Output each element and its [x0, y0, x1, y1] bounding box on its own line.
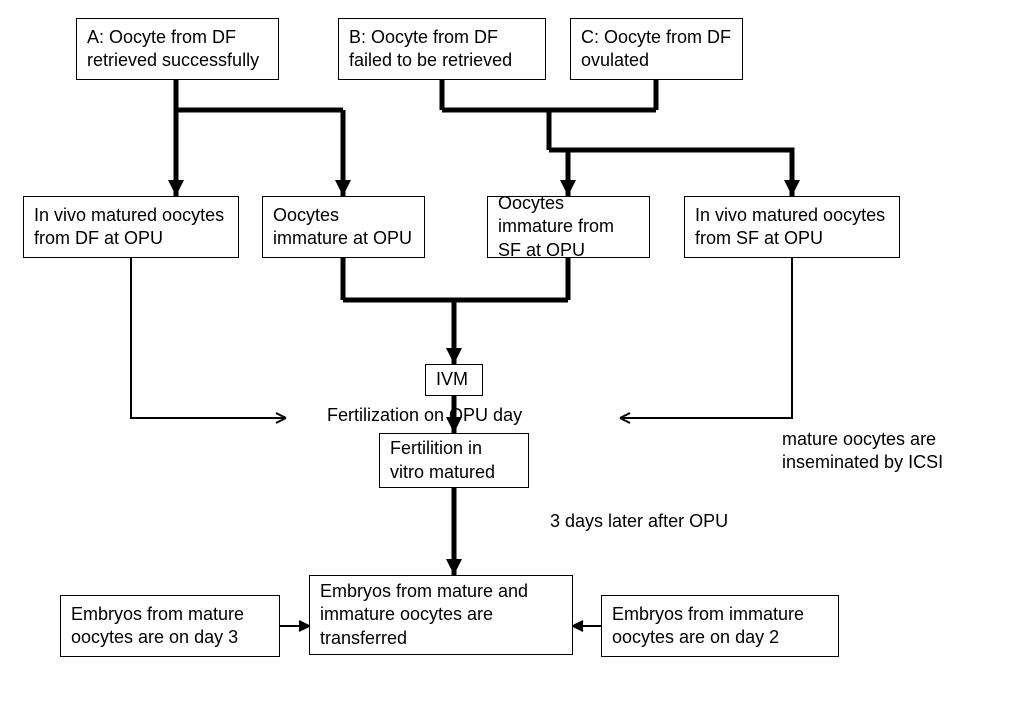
node-b: B: Oocyte from DF failed to be retrieved — [338, 18, 546, 80]
node-embryos-day2: Embryos from immature oocytes are on day… — [601, 595, 839, 657]
node-df-immature: Oocytes immature at OPU — [262, 196, 425, 258]
node-c: C: Oocyte from DF ovulated — [570, 18, 743, 80]
label-icsi: mature oocytes are inseminated by ICSI — [782, 428, 982, 475]
label-3-days-later: 3 days later after OPU — [550, 510, 728, 533]
node-fertilization: Fertilition in vitro matured — [379, 433, 529, 488]
label-fertilization-on-opu-day: Fertilization on OPU day — [327, 404, 522, 427]
node-sf-immature: Oocytes immature from SF at OPU — [487, 196, 650, 258]
node-a: A: Oocyte from DF retrieved successfully — [76, 18, 279, 80]
node-df-mature: In vivo matured oocytes from DF at OPU — [23, 196, 239, 258]
node-sf-mature: In vivo matured oocytes from SF at OPU — [684, 196, 900, 258]
node-embryos-transferred: Embryos from mature and immature oocytes… — [309, 575, 573, 655]
node-embryos-day3: Embryos from mature oocytes are on day 3 — [60, 595, 280, 657]
flowchart-stage: A: Oocyte from DF retrieved successfully… — [0, 0, 1020, 701]
node-ivm: IVM — [425, 364, 483, 396]
